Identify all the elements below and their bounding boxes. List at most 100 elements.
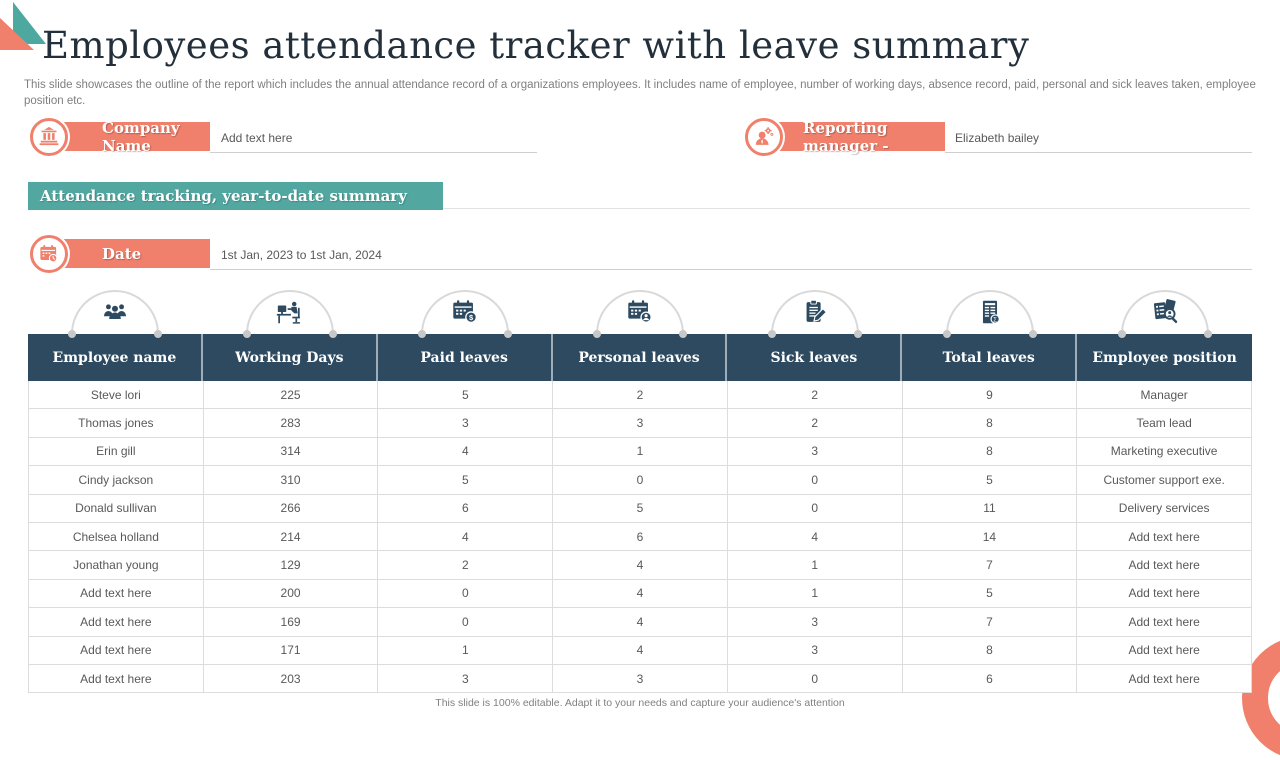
table-cell[interactable]: Add text here xyxy=(29,608,204,637)
report-icon: Σ xyxy=(982,300,1000,324)
table-cell: 2 xyxy=(727,381,903,410)
table-cell: Marketing executive xyxy=(1077,437,1252,467)
calendar-icon-badge xyxy=(30,235,68,273)
table-cell: 225 xyxy=(203,381,379,410)
table-cell[interactable]: Add text here xyxy=(29,636,204,665)
column-arc xyxy=(727,290,902,338)
table-cell: Team lead xyxy=(1077,409,1252,438)
personal-calendar-icon xyxy=(628,300,652,323)
column-header-7: Employee position xyxy=(1077,334,1252,381)
table-cell[interactable]: Add text here xyxy=(1077,608,1252,637)
table-body: Steve lori 225 5 2 2 9 Manager Thomas jones 283 3… xyxy=(28,381,1252,694)
table-cell: 0 xyxy=(378,608,554,637)
table-cell: 4 xyxy=(378,522,554,552)
table-cell[interactable]: Add text here xyxy=(29,579,204,609)
table-cell[interactable]: Add text here xyxy=(1077,579,1252,609)
column-arc xyxy=(28,290,203,338)
table-cell: Cindy jackson xyxy=(29,466,204,495)
table-cell: 5 xyxy=(902,466,1078,495)
table-cell: 3 xyxy=(727,437,903,467)
table-cell[interactable]: Add text here xyxy=(1077,664,1252,694)
table-cell: 4 xyxy=(727,522,903,552)
table-cell: 2 xyxy=(553,381,728,410)
date-underline xyxy=(210,269,1252,270)
table-cell: 4 xyxy=(553,608,728,637)
manager-icon-badge xyxy=(745,118,783,156)
table-cell: 3 xyxy=(727,636,903,665)
table-cell: 5 xyxy=(553,494,728,523)
table-cell: 200 xyxy=(203,579,379,609)
date-range-value[interactable]: 1st Jan, 2023 to 1st Jan, 2024 xyxy=(221,248,382,262)
column-header-3: Paid leaves xyxy=(377,334,553,381)
table-cell: 3 xyxy=(378,409,554,438)
table-cell: 3 xyxy=(378,664,554,694)
table-cell: 129 xyxy=(203,551,379,580)
table-cell: 9 xyxy=(902,381,1078,410)
table-cell: 310 xyxy=(203,466,379,495)
building-icon xyxy=(39,126,59,146)
column-icons-row: $ Σ xyxy=(28,290,1252,338)
column-header-4: Personal leaves xyxy=(552,334,728,381)
company-field: Company Name xyxy=(30,118,230,156)
table-cell: 6 xyxy=(902,664,1078,694)
column-arc: Σ xyxy=(902,290,1077,338)
table-cell: 266 xyxy=(203,494,379,523)
table-cell: Steve lori xyxy=(29,381,204,410)
table-cell: 169 xyxy=(203,608,379,637)
table-cell: 4 xyxy=(553,579,728,609)
table-cell: 4 xyxy=(553,551,728,580)
manager-underline xyxy=(945,152,1252,153)
table-cell: 7 xyxy=(902,608,1078,637)
table-cell: 1 xyxy=(378,636,554,665)
table-cell: 0 xyxy=(727,466,903,495)
table-cell: Thomas jones xyxy=(29,409,204,438)
table-cell: 11 xyxy=(902,494,1078,523)
table-cell[interactable]: Add text here xyxy=(1077,636,1252,665)
team-icon xyxy=(104,304,127,320)
company-underline xyxy=(210,152,537,153)
table-cell: 1 xyxy=(727,551,903,580)
table-cell: 6 xyxy=(378,494,554,523)
slide-description: This slide showcases the outline of the … xyxy=(24,79,1256,107)
table-cell: Chelsea holland xyxy=(29,522,204,552)
table-cell: Manager xyxy=(1077,381,1252,410)
table-cell: 8 xyxy=(902,437,1078,467)
table-cell: 214 xyxy=(203,522,379,552)
table-cell: Delivery services xyxy=(1077,494,1252,523)
table-cell: 1 xyxy=(727,579,903,609)
company-name-value[interactable]: Add text here xyxy=(221,131,293,145)
reporting-manager-field: Reporting manager - xyxy=(745,118,965,156)
table-cell: 0 xyxy=(727,494,903,523)
paid-calendar-icon: $ xyxy=(453,300,478,324)
table-cell: 3 xyxy=(727,608,903,637)
table-cell: 8 xyxy=(902,409,1078,438)
date-label: Date xyxy=(40,239,210,268)
table-cell: 4 xyxy=(378,437,554,467)
corner-triangle-coral xyxy=(0,18,34,50)
company-label: Company Name xyxy=(40,119,210,155)
table-cell[interactable]: Add text here xyxy=(1077,551,1252,580)
column-arc: $ xyxy=(378,290,553,338)
position-search-icon xyxy=(1153,299,1177,323)
reporting-manager-label: Reporting manager - xyxy=(755,119,945,155)
column-arc xyxy=(553,290,728,338)
table-cell: Customer support exe. xyxy=(1077,466,1252,495)
column-header-5: Sick leaves xyxy=(727,334,903,381)
section-banner: Attendance tracking, year-to-date summar… xyxy=(28,182,443,210)
calendar-clock-icon xyxy=(40,245,58,263)
attendance-table: $ Σ Employee name Work xyxy=(28,290,1252,694)
table-cell[interactable]: Add text here xyxy=(29,664,204,694)
banner-rule xyxy=(443,208,1250,209)
table-cell: 203 xyxy=(203,664,379,694)
reporting-manager-value[interactable]: Elizabeth bailey xyxy=(955,131,1040,145)
column-arc xyxy=(1077,290,1252,338)
table-cell[interactable]: Add text here xyxy=(1077,522,1252,552)
table-cell: 5 xyxy=(378,466,554,495)
svg-text:$: $ xyxy=(469,313,474,322)
table-cell: 4 xyxy=(553,636,728,665)
table-cell: 6 xyxy=(553,522,728,552)
table-cell: Donald sullivan xyxy=(29,494,204,523)
page-title: Employees attendance tracker with leave … xyxy=(42,24,1030,67)
table-cell: Jonathan young xyxy=(29,551,204,580)
table-cell: 0 xyxy=(553,466,728,495)
